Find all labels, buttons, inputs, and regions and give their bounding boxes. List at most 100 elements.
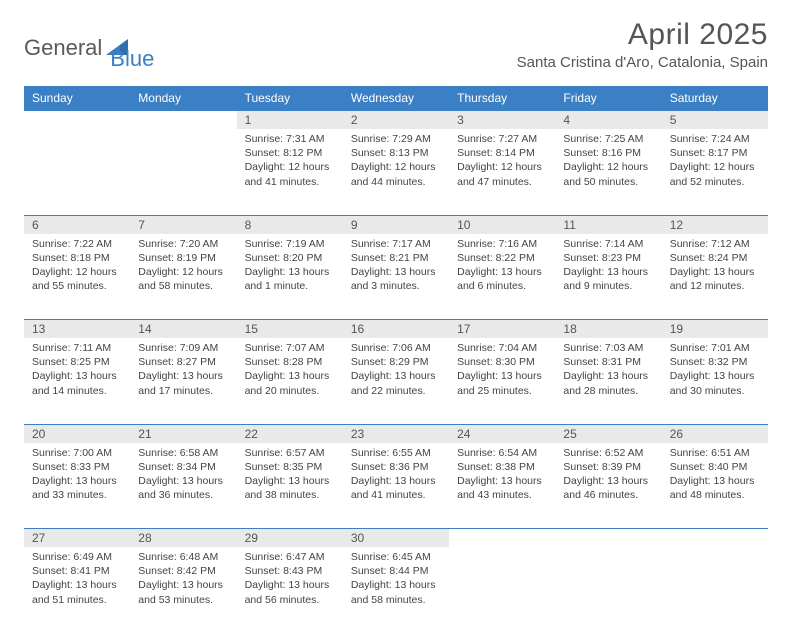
day-detail-cell: Sunrise: 7:16 AMSunset: 8:22 PMDaylight:…: [449, 234, 555, 320]
day-detail-cell: Sunrise: 6:57 AMSunset: 8:35 PMDaylight:…: [237, 443, 343, 529]
sunrise-line: Sunrise: 6:58 AM: [138, 446, 228, 460]
day-detail-cell: Sunrise: 7:25 AMSunset: 8:16 PMDaylight:…: [555, 129, 661, 215]
day-number-cell: 2: [343, 111, 449, 130]
day-detail-cell: Sunrise: 7:19 AMSunset: 8:20 PMDaylight:…: [237, 234, 343, 320]
day-detail-cell: Sunrise: 7:07 AMSunset: 8:28 PMDaylight:…: [237, 338, 343, 424]
day-number-cell: 14: [130, 320, 236, 339]
day-number-row: 6789101112: [24, 215, 768, 234]
day-number-cell: 1: [237, 111, 343, 130]
sunset-line: Sunset: 8:24 PM: [670, 251, 760, 265]
location: Santa Cristina d'Aro, Catalonia, Spain: [517, 54, 768, 71]
day-number-cell: 15: [237, 320, 343, 339]
sunrise-line: Sunrise: 6:52 AM: [563, 446, 653, 460]
daylight-line: Daylight: 13 hours and 14 minutes.: [32, 369, 122, 397]
day-number-cell: 23: [343, 424, 449, 443]
daylight-line: Daylight: 13 hours and 12 minutes.: [670, 265, 760, 293]
day-number-cell: 25: [555, 424, 661, 443]
sunrise-line: Sunrise: 7:24 AM: [670, 132, 760, 146]
daylight-line: Daylight: 12 hours and 47 minutes.: [457, 160, 547, 188]
day-detail-cell: [449, 547, 555, 633]
day-detail-row: Sunrise: 7:31 AMSunset: 8:12 PMDaylight:…: [24, 129, 768, 215]
daylight-line: Daylight: 12 hours and 55 minutes.: [32, 265, 122, 293]
daylight-line: Daylight: 13 hours and 33 minutes.: [32, 474, 122, 502]
daylight-line: Daylight: 13 hours and 17 minutes.: [138, 369, 228, 397]
sunset-line: Sunset: 8:31 PM: [563, 355, 653, 369]
sunrise-line: Sunrise: 6:54 AM: [457, 446, 547, 460]
weekday-header: Tuesday: [237, 86, 343, 111]
day-number-cell: [555, 529, 661, 548]
sunset-line: Sunset: 8:27 PM: [138, 355, 228, 369]
sunset-line: Sunset: 8:23 PM: [563, 251, 653, 265]
daylight-line: Daylight: 12 hours and 41 minutes.: [245, 160, 335, 188]
logo-text-general: General: [24, 35, 102, 61]
sunrise-line: Sunrise: 7:29 AM: [351, 132, 441, 146]
sunset-line: Sunset: 8:36 PM: [351, 460, 441, 474]
daylight-line: Daylight: 12 hours and 58 minutes.: [138, 265, 228, 293]
day-number-cell: 29: [237, 529, 343, 548]
day-number-cell: 7: [130, 215, 236, 234]
day-detail-cell: Sunrise: 7:09 AMSunset: 8:27 PMDaylight:…: [130, 338, 236, 424]
day-number-cell: 17: [449, 320, 555, 339]
day-detail-cell: Sunrise: 7:22 AMSunset: 8:18 PMDaylight:…: [24, 234, 130, 320]
day-detail-cell: [662, 547, 768, 633]
day-detail-cell: Sunrise: 7:06 AMSunset: 8:29 PMDaylight:…: [343, 338, 449, 424]
day-detail-row: Sunrise: 7:22 AMSunset: 8:18 PMDaylight:…: [24, 234, 768, 320]
day-detail-cell: Sunrise: 7:20 AMSunset: 8:19 PMDaylight:…: [130, 234, 236, 320]
day-number-cell: 6: [24, 215, 130, 234]
daylight-line: Daylight: 13 hours and 30 minutes.: [670, 369, 760, 397]
day-number-cell: 22: [237, 424, 343, 443]
daylight-line: Daylight: 12 hours and 50 minutes.: [563, 160, 653, 188]
day-detail-row: Sunrise: 6:49 AMSunset: 8:41 PMDaylight:…: [24, 547, 768, 633]
title-block: April 2025 Santa Cristina d'Aro, Catalon…: [517, 18, 768, 71]
daylight-line: Daylight: 12 hours and 52 minutes.: [670, 160, 760, 188]
sunrise-line: Sunrise: 6:57 AM: [245, 446, 335, 460]
weekday-header: Saturday: [662, 86, 768, 111]
day-number-cell: 27: [24, 529, 130, 548]
daylight-line: Daylight: 12 hours and 44 minutes.: [351, 160, 441, 188]
day-detail-cell: Sunrise: 7:03 AMSunset: 8:31 PMDaylight:…: [555, 338, 661, 424]
day-detail-cell: Sunrise: 6:45 AMSunset: 8:44 PMDaylight:…: [343, 547, 449, 633]
day-number-cell: [662, 529, 768, 548]
sunset-line: Sunset: 8:28 PM: [245, 355, 335, 369]
sunrise-line: Sunrise: 7:20 AM: [138, 237, 228, 251]
day-number-cell: 9: [343, 215, 449, 234]
sunset-line: Sunset: 8:18 PM: [32, 251, 122, 265]
day-number-cell: 20: [24, 424, 130, 443]
day-detail-cell: Sunrise: 6:48 AMSunset: 8:42 PMDaylight:…: [130, 547, 236, 633]
daylight-line: Daylight: 13 hours and 25 minutes.: [457, 369, 547, 397]
daylight-line: Daylight: 13 hours and 20 minutes.: [245, 369, 335, 397]
daylight-line: Daylight: 13 hours and 9 minutes.: [563, 265, 653, 293]
sunrise-line: Sunrise: 7:27 AM: [457, 132, 547, 146]
day-detail-cell: [555, 547, 661, 633]
day-detail-cell: Sunrise: 6:52 AMSunset: 8:39 PMDaylight:…: [555, 443, 661, 529]
sunset-line: Sunset: 8:38 PM: [457, 460, 547, 474]
sunset-line: Sunset: 8:44 PM: [351, 564, 441, 578]
day-number-cell: 13: [24, 320, 130, 339]
sunset-line: Sunset: 8:14 PM: [457, 146, 547, 160]
sunset-line: Sunset: 8:35 PM: [245, 460, 335, 474]
day-detail-cell: Sunrise: 7:01 AMSunset: 8:32 PMDaylight:…: [662, 338, 768, 424]
daylight-line: Daylight: 13 hours and 38 minutes.: [245, 474, 335, 502]
sunset-line: Sunset: 8:21 PM: [351, 251, 441, 265]
day-detail-cell: Sunrise: 7:00 AMSunset: 8:33 PMDaylight:…: [24, 443, 130, 529]
sunrise-line: Sunrise: 7:14 AM: [563, 237, 653, 251]
day-number-cell: [130, 111, 236, 130]
sunset-line: Sunset: 8:30 PM: [457, 355, 547, 369]
day-detail-cell: Sunrise: 7:29 AMSunset: 8:13 PMDaylight:…: [343, 129, 449, 215]
sunrise-line: Sunrise: 6:51 AM: [670, 446, 760, 460]
sunset-line: Sunset: 8:29 PM: [351, 355, 441, 369]
logo: General Blue: [24, 18, 154, 72]
weekday-header: Wednesday: [343, 86, 449, 111]
daylight-line: Daylight: 13 hours and 3 minutes.: [351, 265, 441, 293]
day-number-cell: 4: [555, 111, 661, 130]
calendar-table: Sunday Monday Tuesday Wednesday Thursday…: [24, 86, 768, 633]
weekday-header: Thursday: [449, 86, 555, 111]
sunset-line: Sunset: 8:16 PM: [563, 146, 653, 160]
day-detail-cell: Sunrise: 7:24 AMSunset: 8:17 PMDaylight:…: [662, 129, 768, 215]
day-number-cell: 11: [555, 215, 661, 234]
day-number-row: 12345: [24, 111, 768, 130]
day-number-cell: 26: [662, 424, 768, 443]
sunrise-line: Sunrise: 6:47 AM: [245, 550, 335, 564]
daylight-line: Daylight: 13 hours and 58 minutes.: [351, 578, 441, 606]
daylight-line: Daylight: 13 hours and 36 minutes.: [138, 474, 228, 502]
